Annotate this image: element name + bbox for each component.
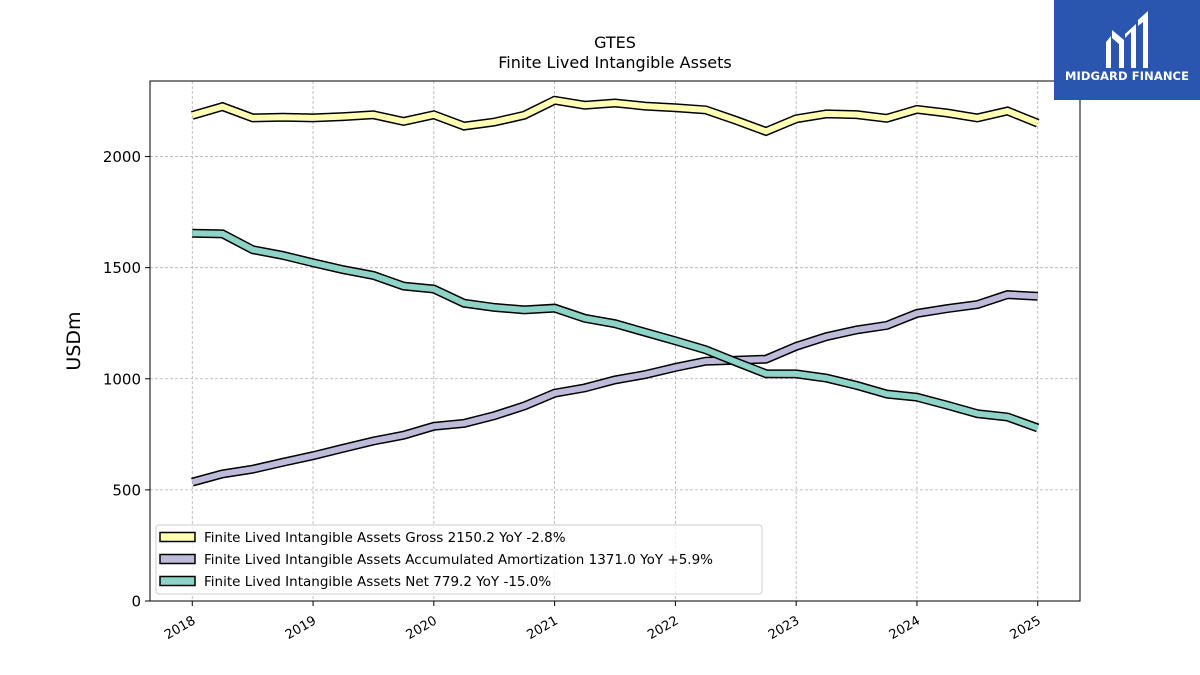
brand-name: MIDGARD FINANCE [1054,69,1200,83]
chart-subtitle: Finite Lived Intangible Assets [498,53,731,72]
midgard-logo-mark-icon [1054,0,1200,70]
y-tick-label: 1000 [103,370,141,388]
chart-canvas: GTES Finite Lived Intangible Assets 0 500… [0,0,1200,675]
brand-logo: MIDGARD FINANCE [1054,0,1200,100]
legend-label-1: Finite Lived Intangible Assets Accumulat… [204,552,713,568]
y-tick-label: 500 [112,481,141,499]
legend-label-0: Finite Lived Intangible Assets Gross 215… [204,530,566,546]
legend-swatch-2 [160,577,195,586]
chart-title: GTES [594,33,636,52]
y-tick-label: 2000 [103,148,141,166]
legend-label-2: Finite Lived Intangible Assets Net 779.2… [204,574,551,590]
legend-swatch-0 [160,533,195,542]
y-tick-label: 1500 [103,259,141,277]
legend: Finite Lived Intangible Assets Gross 215… [156,525,762,594]
y-axis-label: USDm [63,311,85,370]
y-tick-label: 0 [131,593,141,611]
legend-swatch-1 [160,555,195,564]
